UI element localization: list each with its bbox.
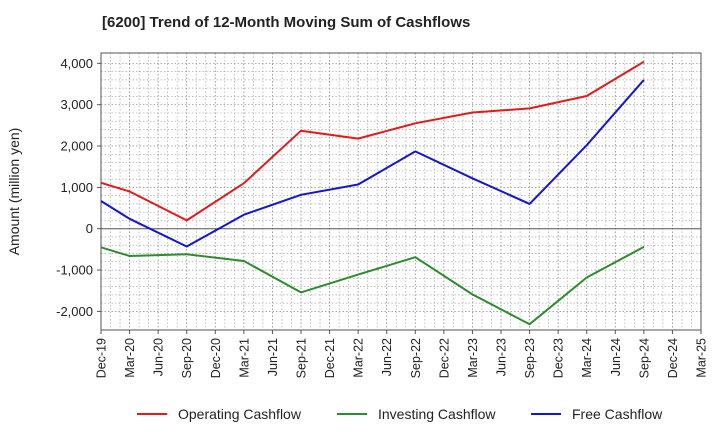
y-tick-label: 2,000 <box>60 139 93 154</box>
legend-label: Operating Cashflow <box>178 406 302 422</box>
x-tick-label: Sep-20 <box>180 338 194 378</box>
x-tick-label: Dec-23 <box>552 338 566 378</box>
x-tick-label: Mar-22 <box>352 338 366 378</box>
y-axis-label: Amount (million yen) <box>6 128 22 256</box>
x-tick-label: Mar-21 <box>237 338 251 378</box>
x-tick-label: Jun-21 <box>266 338 280 376</box>
x-tick-label: Mar-23 <box>466 338 480 378</box>
y-tick-label: 0 <box>86 221 93 236</box>
x-tick-label: Sep-22 <box>409 338 423 378</box>
x-tick-label: Jun-23 <box>495 338 509 376</box>
series-layer <box>100 60 645 326</box>
x-tick-label: Dec-24 <box>666 338 680 378</box>
y-tick-label: 3,000 <box>60 97 93 112</box>
legend-label: Free Cashflow <box>572 406 663 422</box>
legend: Operating Cashflow Investing Cashflow Free… <box>137 406 663 422</box>
series-line-2 <box>100 246 645 326</box>
x-tick-label: Mar-24 <box>580 338 594 378</box>
y-tick-label: 4,000 <box>60 56 93 71</box>
x-tick-label: Jun-24 <box>609 338 623 376</box>
y-tick-label: 1,000 <box>60 180 93 195</box>
x-tick-label: Sep-24 <box>637 338 651 378</box>
x-tick-label: Mar-20 <box>123 338 137 378</box>
grid-layer <box>100 53 702 330</box>
x-tick-label: Sep-23 <box>523 338 537 378</box>
series-line-3 <box>100 79 645 248</box>
legend-label: Investing Cashflow <box>378 406 496 422</box>
axis-layer: 4,000 3,000 2,000 1,000 0 -1,000 -2,000 Dec-19 M… <box>6 52 709 378</box>
y-tick-label: -1,000 <box>56 263 93 278</box>
x-tick-label: Dec-21 <box>323 338 337 378</box>
y-tick-label: -2,000 <box>56 304 93 319</box>
x-tick-label: Mar-25 <box>695 338 709 378</box>
x-tick-label: Dec-22 <box>437 338 451 378</box>
series-line-1 <box>100 60 645 222</box>
chart-title: [6200] Trend of 12-Month Moving Sum of C… <box>102 14 471 31</box>
x-tick-label: Sep-21 <box>295 338 309 378</box>
x-tick-label: Jun-20 <box>152 338 166 376</box>
x-tick-label: Dec-20 <box>209 338 223 378</box>
plot-frame <box>100 52 702 331</box>
x-tick-label: Dec-19 <box>95 338 109 378</box>
x-tick-label: Jun-22 <box>380 338 394 376</box>
